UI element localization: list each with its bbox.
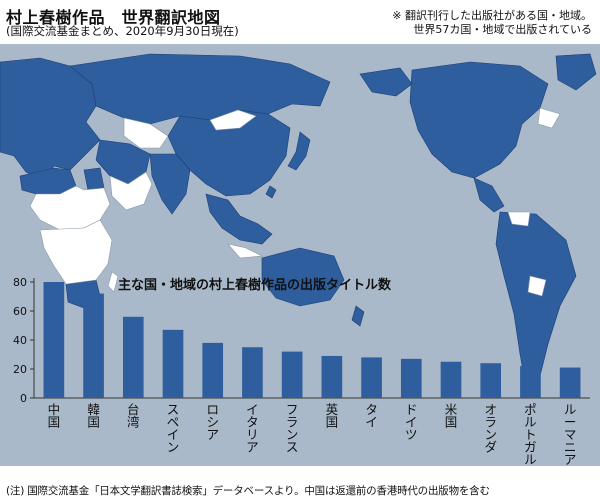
y-tick-label: 0 — [20, 392, 27, 405]
x-tick-label: ルーマニア — [564, 402, 577, 467]
map-region-new-zealand — [351, 305, 365, 327]
map-region-taiwan — [265, 185, 277, 199]
map-region-mongolia — [209, 109, 257, 131]
map-region-canada-island — [537, 107, 561, 129]
x-tick-label: 台湾 — [127, 402, 140, 430]
x-tick-label: オランダ — [484, 402, 497, 455]
x-tick-label: ロシア — [206, 402, 219, 442]
legend-note: ※ 翻訳刊行した出版社がある国・地域。 世界57カ国・地域で出版されている — [322, 9, 592, 37]
x-tick-label: 中国 — [48, 402, 61, 430]
map-region-madagascar — [107, 271, 119, 293]
map-region-venezuela — [507, 211, 531, 227]
map-region-bolivia — [527, 275, 547, 297]
map-region-arabia — [109, 171, 153, 211]
footer-note: (注) 国際交流基金「日本文学翻訳書誌検索」データベースより。中国は返還前の香港… — [6, 485, 490, 497]
map-region-central-america — [473, 177, 505, 213]
x-tick-label: タイ — [365, 402, 378, 430]
legend-note-line-2: 世界57カ国・地域で出版されている — [413, 23, 592, 36]
bar-2 — [122, 316, 144, 398]
y-tick-label: 40 — [13, 334, 27, 347]
x-tick-label: 韓国 — [87, 402, 100, 430]
chart-title: 主な国・地域の村上春樹作品の出版タイトル数 — [118, 277, 392, 293]
bar-4 — [202, 342, 224, 398]
bar-9 — [400, 358, 422, 398]
x-tick-label: ポルトガル — [524, 402, 537, 467]
bar-3 — [162, 329, 184, 398]
y-tick-label: 20 — [13, 363, 27, 376]
bar-12 — [520, 366, 541, 398]
x-tick-label: イタリア — [246, 402, 259, 455]
map-region-indonesia-other — [227, 243, 264, 259]
map-region-australia — [261, 247, 345, 307]
map-region-south-asia — [149, 153, 191, 215]
map-region-southeast-asia — [205, 193, 273, 245]
bar-7 — [321, 355, 343, 398]
bar-5 — [242, 347, 263, 398]
x-tick-label: ドイツ — [405, 402, 418, 442]
map-region-central-asia — [123, 117, 169, 149]
bar-1 — [83, 293, 104, 398]
bar-10 — [440, 361, 462, 398]
legend-note-line-1: ※ 翻訳刊行した出版社がある国・地域。 — [392, 9, 592, 22]
x-tick-label: 英国 — [326, 402, 339, 430]
bar-0 — [43, 282, 65, 398]
x-tick-label: 米国 — [445, 402, 458, 430]
map-region-north-america — [409, 61, 549, 179]
y-tick-label: 80 — [13, 276, 27, 289]
map-region-japan — [287, 131, 311, 171]
bar-11 — [480, 363, 502, 398]
map-region-greenland — [555, 53, 597, 91]
y-tick-label: 60 — [13, 305, 27, 318]
page-title: 村上春樹作品 世界翻訳地図 — [6, 8, 221, 27]
page-subtitle: (国際交流基金まとめ、2020年9月30日現在) — [6, 24, 239, 38]
bar-6 — [281, 351, 303, 398]
map-region-north-africa-other — [29, 185, 111, 231]
x-tick-label: フランス — [286, 402, 299, 455]
bar-13 — [559, 367, 581, 398]
world-map-svg — [0, 53, 597, 389]
bar-8 — [361, 357, 382, 398]
map-region-central-africa — [39, 219, 113, 285]
x-tick-label: スペイン — [167, 402, 180, 455]
map-region-alaska — [359, 67, 413, 97]
